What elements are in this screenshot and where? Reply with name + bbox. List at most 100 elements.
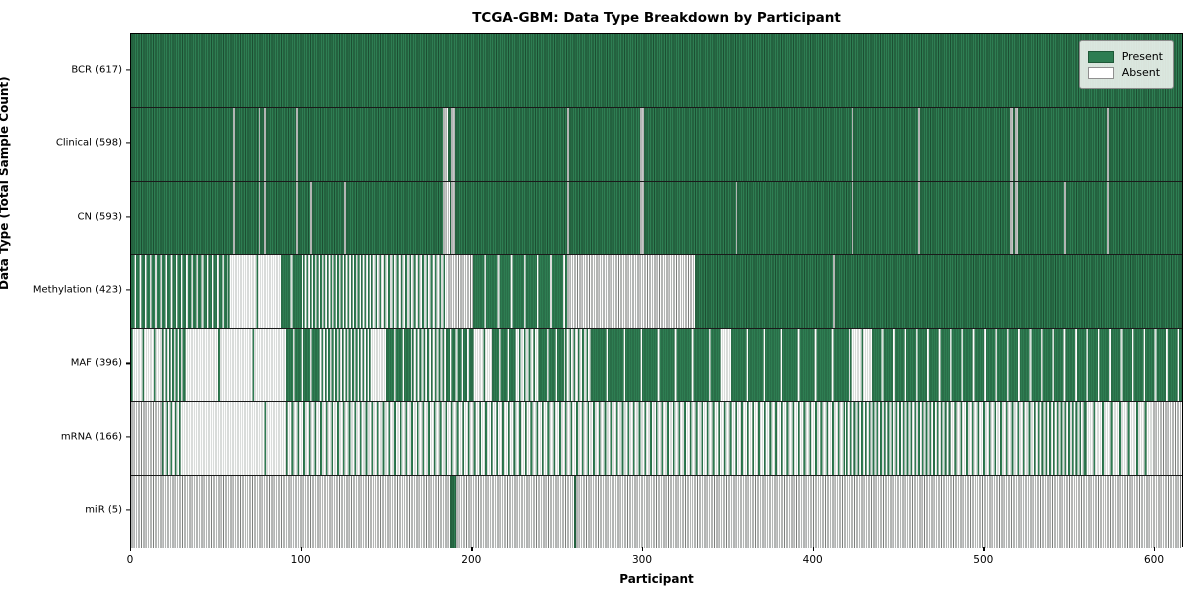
heatmap-run bbox=[567, 181, 569, 255]
heatmap-run bbox=[473, 255, 568, 328]
heatmap-run bbox=[917, 108, 920, 181]
heatmap-run bbox=[1013, 181, 1016, 255]
heatmap-run bbox=[851, 108, 854, 181]
x-tick-label: 200 bbox=[461, 554, 482, 566]
heatmap-run bbox=[1015, 181, 1019, 255]
heatmap-run bbox=[853, 181, 918, 255]
heatmap-run bbox=[234, 108, 259, 181]
heatmap-run bbox=[345, 181, 443, 255]
heatmap-run bbox=[233, 108, 235, 181]
x-tick-mark bbox=[130, 547, 132, 551]
heatmap-run bbox=[286, 402, 847, 475]
heatmap-row-methylation bbox=[131, 254, 1182, 328]
y-tick-label: Methylation (423) bbox=[32, 284, 122, 296]
heatmap-run bbox=[643, 181, 736, 255]
heatmap-run bbox=[567, 108, 569, 181]
x-tick-label: 300 bbox=[631, 554, 653, 566]
heatmap-run bbox=[834, 255, 1182, 328]
y-tick-mark bbox=[126, 142, 130, 144]
heatmap-run bbox=[265, 181, 297, 255]
y-tick-label: miR (5) bbox=[85, 504, 122, 516]
heatmap-run bbox=[297, 108, 443, 181]
heatmap-run bbox=[730, 328, 850, 402]
heatmap-run bbox=[183, 328, 286, 402]
legend-swatch-icon bbox=[1087, 50, 1114, 63]
heatmap-run bbox=[286, 328, 319, 402]
heatmap-row-bcr bbox=[131, 34, 1182, 108]
heatmap-run bbox=[1013, 108, 1016, 181]
legend-entry-absent: Absent bbox=[1087, 66, 1163, 79]
heatmap-run bbox=[568, 181, 641, 255]
heatmap-run bbox=[228, 255, 281, 328]
legend-label: Absent bbox=[1121, 66, 1161, 79]
heatmap-run bbox=[851, 181, 854, 255]
heatmap-run bbox=[309, 181, 312, 255]
y-tick-label: Clinical (598) bbox=[55, 137, 122, 149]
heatmap-run bbox=[386, 328, 413, 402]
heatmap-row-cn bbox=[131, 180, 1182, 255]
heatmap-run bbox=[1084, 402, 1154, 475]
heatmap-run bbox=[1018, 181, 1065, 255]
y-tick-mark bbox=[126, 69, 130, 71]
heatmap-run bbox=[919, 181, 1010, 255]
heatmap-run bbox=[575, 475, 1182, 548]
chart-title: TCGA-GBM: Data Type Breakdown by Partici… bbox=[472, 10, 841, 26]
heatmap-row-maf bbox=[131, 327, 1182, 402]
heatmap-run bbox=[260, 181, 264, 255]
heatmap-run bbox=[718, 328, 731, 402]
heatmap-run bbox=[1009, 108, 1014, 181]
legend-swatch-icon bbox=[1087, 66, 1114, 79]
plot-area: Present Absent bbox=[130, 33, 1183, 548]
y-tick-label: BCR (617) bbox=[71, 64, 122, 76]
heatmap-run bbox=[131, 475, 450, 548]
heatmap-run bbox=[948, 402, 1034, 475]
y-tick-mark bbox=[126, 289, 130, 291]
heatmap-run bbox=[263, 108, 266, 181]
heatmap-run bbox=[263, 181, 266, 255]
y-tick-mark bbox=[126, 215, 130, 218]
heatmap-run bbox=[369, 328, 387, 402]
heatmap-run bbox=[454, 181, 568, 255]
heatmap-run bbox=[265, 108, 297, 181]
x-tick-label: 100 bbox=[290, 554, 311, 566]
heatmap-run bbox=[1033, 402, 1085, 475]
heatmap-run bbox=[1153, 402, 1182, 475]
x-tick-mark bbox=[471, 547, 473, 551]
heatmap-run bbox=[131, 181, 234, 255]
x-axis-label: Participant bbox=[619, 572, 694, 586]
x-tick-label: 600 bbox=[1143, 554, 1165, 566]
x-tick-label: 500 bbox=[973, 554, 994, 566]
heatmap-run bbox=[1009, 181, 1014, 255]
heatmap-run bbox=[871, 328, 1182, 402]
heatmap-run bbox=[447, 255, 474, 328]
heatmap-row-clinical bbox=[131, 107, 1182, 181]
heatmap-run bbox=[919, 108, 1010, 181]
heatmap-run bbox=[735, 181, 738, 255]
heatmap-run bbox=[853, 108, 918, 181]
heatmap-run bbox=[131, 328, 162, 402]
x-tick-mark bbox=[300, 547, 302, 551]
x-tick-mark bbox=[1153, 547, 1156, 551]
y-tick-label: MAF (396) bbox=[70, 357, 122, 369]
heatmap-run bbox=[573, 475, 576, 548]
heatmap-run bbox=[1064, 181, 1067, 255]
heatmap-run bbox=[161, 402, 179, 475]
heatmap-run bbox=[849, 328, 872, 402]
y-tick-mark bbox=[126, 436, 130, 438]
heatmap-run bbox=[449, 475, 457, 548]
y-tick-mark bbox=[126, 509, 130, 511]
y-tick-label: CN (593) bbox=[77, 211, 122, 223]
heatmap-row-mir bbox=[131, 474, 1182, 548]
legend: Present Absent bbox=[1078, 40, 1174, 89]
legend-label: Present bbox=[1121, 50, 1163, 63]
heatmap-run bbox=[451, 108, 455, 181]
heatmap-run bbox=[917, 181, 920, 255]
heatmap-run bbox=[451, 181, 455, 255]
heatmap-run bbox=[131, 402, 162, 475]
heatmap-run bbox=[832, 255, 835, 328]
heatmap-run bbox=[640, 108, 644, 181]
heatmap-run bbox=[539, 328, 566, 402]
heatmap-run bbox=[280, 255, 304, 328]
heatmap-run bbox=[296, 108, 298, 181]
